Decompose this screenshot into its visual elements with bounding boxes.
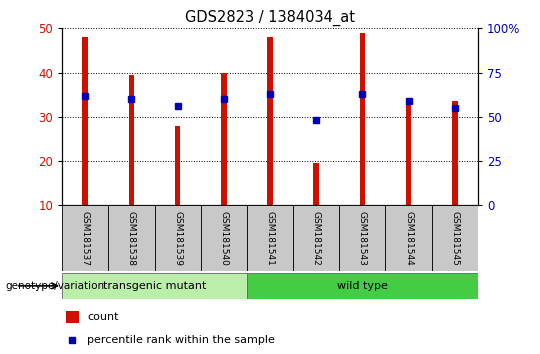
Text: percentile rank within the sample: percentile rank within the sample — [87, 335, 275, 345]
Bar — [154, 205, 201, 271]
Bar — [201, 205, 247, 271]
Bar — [360, 33, 365, 205]
Bar — [339, 205, 386, 271]
Text: GSM181540: GSM181540 — [219, 211, 228, 266]
Bar — [293, 205, 339, 271]
Bar — [406, 104, 411, 205]
Text: count: count — [87, 312, 119, 322]
Bar — [221, 73, 227, 205]
Bar — [313, 163, 319, 205]
Bar — [129, 75, 134, 205]
Text: GSM181537: GSM181537 — [80, 211, 90, 266]
Bar — [247, 273, 478, 299]
Bar — [386, 205, 431, 271]
Bar — [431, 205, 478, 271]
Bar — [83, 37, 88, 205]
Text: GSM181544: GSM181544 — [404, 211, 413, 266]
Bar — [62, 205, 109, 271]
Text: GSM181539: GSM181539 — [173, 211, 182, 266]
Bar — [66, 311, 79, 323]
Text: GSM181542: GSM181542 — [312, 211, 321, 266]
Text: wild type: wild type — [337, 281, 388, 291]
Text: genotype/variation: genotype/variation — [5, 281, 105, 291]
Bar — [175, 126, 180, 205]
Text: GSM181545: GSM181545 — [450, 211, 460, 266]
Bar — [62, 273, 247, 299]
Bar — [109, 205, 154, 271]
Bar — [452, 101, 457, 205]
Text: GSM181543: GSM181543 — [358, 211, 367, 266]
Title: GDS2823 / 1384034_at: GDS2823 / 1384034_at — [185, 9, 355, 25]
Bar — [267, 37, 273, 205]
Bar — [247, 205, 293, 271]
Text: GSM181538: GSM181538 — [127, 211, 136, 266]
Text: GSM181541: GSM181541 — [266, 211, 274, 266]
Text: transgenic mutant: transgenic mutant — [103, 281, 206, 291]
